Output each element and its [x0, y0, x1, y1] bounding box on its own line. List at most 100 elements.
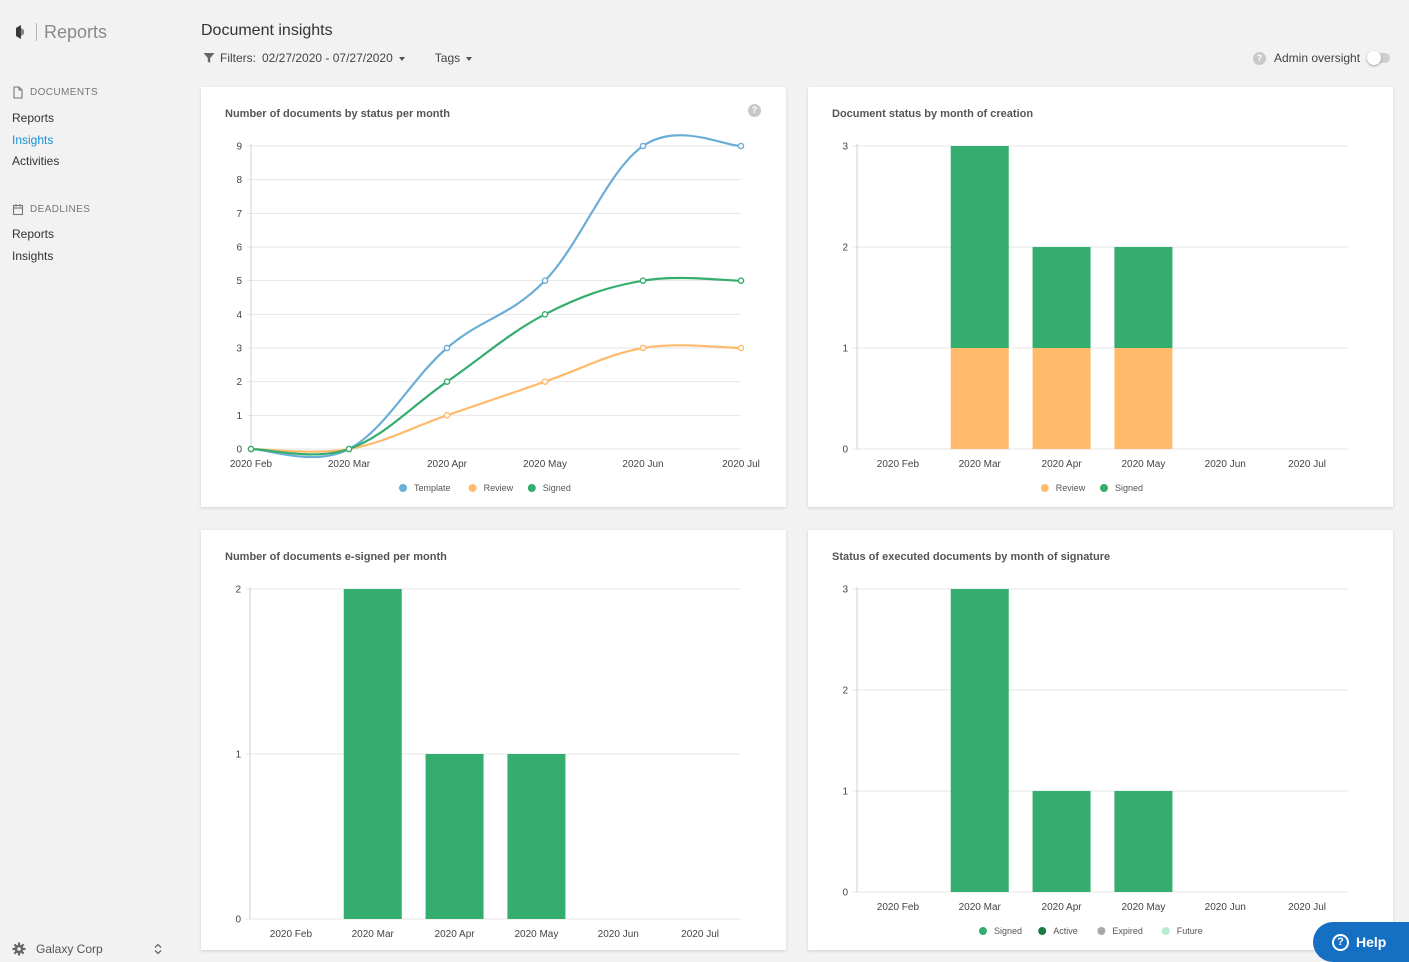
calendar-icon: [12, 204, 24, 216]
admin-oversight-label: Admin oversight: [1274, 51, 1361, 65]
question-circle-icon: ?: [1332, 933, 1349, 951]
bar-signed[interactable]: [1032, 791, 1091, 892]
data-point-signed[interactable]: [737, 277, 745, 284]
legend-label[interactable]: Future: [1177, 926, 1203, 936]
legend-label[interactable]: Active: [1053, 926, 1078, 936]
chart-svg: 0 1 2 3 4 5 6 7 8 9 2020 Feb 2020 Mar 2020 Apr 2020 M…: [230, 134, 760, 493]
legend-swatch: [1161, 927, 1170, 935]
sidebar-item-documents-reports[interactable]: Reports: [12, 111, 55, 125]
y-tick-label: 2: [236, 377, 242, 388]
legend-swatch: [399, 484, 407, 492]
bar-signed[interactable]: [1032, 247, 1091, 348]
x-tick-label: 2020 Mar: [352, 929, 395, 940]
bar-value[interactable]: [507, 754, 566, 919]
bar-review[interactable]: [1114, 348, 1173, 449]
bar-value[interactable]: [343, 589, 402, 919]
legend-swatch: [1038, 927, 1047, 935]
tags-label: Tags: [434, 51, 461, 65]
sidebar-item-deadlines-insights[interactable]: Insights: [12, 249, 54, 263]
question-icon[interactable]: ?: [1253, 51, 1266, 65]
y-tick-label: 1: [842, 787, 848, 798]
legend-label[interactable]: Review: [1056, 483, 1086, 493]
bar-signed[interactable]: [1114, 247, 1173, 348]
data-point-template[interactable]: [443, 344, 451, 352]
data-point-signed[interactable]: [639, 277, 647, 284]
data-point-template[interactable]: [541, 277, 549, 284]
tags-dropdown[interactable]: Tags: [434, 51, 473, 65]
sidebar-item-documents-activities[interactable]: Activities: [12, 154, 60, 168]
section-documents: DOCUMENTS: [12, 86, 98, 99]
bar-signed[interactable]: [950, 589, 1009, 892]
x-tick-label: 2020 Jun: [1205, 459, 1246, 470]
sidebar: Reports DOCUMENTS Reports Insights Activ…: [0, 0, 185, 962]
x-tick-label: 2020 May: [514, 929, 558, 940]
legend-swatch: [527, 484, 536, 492]
date-range-dropdown[interactable]: 02/27/2020 - 07/27/2020: [262, 51, 405, 65]
y-tick-label: 5: [236, 276, 242, 287]
y-tick-label: 0: [235, 915, 241, 926]
sidebar-item-deadlines-reports[interactable]: Reports: [12, 227, 55, 241]
y-tick-label: 0: [236, 445, 242, 456]
x-tick-label: 2020 Jun: [598, 929, 639, 940]
chart-svg: 0 1 2 2020 Feb 2020 Mar 2020 Apr 2020 May 2020 …: [235, 585, 741, 940]
y-tick-label: 8: [236, 175, 242, 186]
chart-title: Number of documents by status per month: [225, 108, 450, 120]
admin-oversight-toggle[interactable]: [1367, 51, 1391, 65]
legend-label[interactable]: Signed: [1115, 483, 1143, 493]
bar-signed[interactable]: [1114, 791, 1173, 892]
brand[interactable]: Reports: [12, 20, 107, 44]
data-point-signed[interactable]: [443, 378, 451, 385]
x-tick-label: 2020 Mar: [959, 902, 1002, 913]
legend-label[interactable]: Signed: [994, 926, 1022, 936]
bar-value[interactable]: [425, 754, 484, 919]
sidebar-item-documents-insights[interactable]: Insights: [12, 133, 54, 147]
legend-label[interactable]: Expired: [1112, 926, 1143, 936]
x-tick-label: 2020 Feb: [877, 902, 920, 913]
x-tick-label: 2020 Apr: [1042, 902, 1083, 913]
x-tick-label: 2020 May: [1121, 902, 1165, 913]
org-name: Galaxy Corp: [36, 942, 103, 956]
legend-swatch: [979, 927, 987, 935]
x-tick-label: 2020 Jul: [1288, 459, 1326, 470]
legend-label[interactable]: Review: [484, 483, 514, 493]
y-tick-label: 0: [842, 445, 848, 456]
legend-label[interactable]: Template: [414, 483, 451, 493]
question-icon[interactable]: ?: [748, 104, 761, 117]
chart-title: Status of executed documents by month of…: [832, 551, 1111, 563]
help-button[interactable]: ? Help: [1313, 922, 1409, 962]
data-point-signed[interactable]: [345, 445, 353, 453]
data-point-review[interactable]: [639, 344, 647, 352]
y-tick-label: 2: [842, 243, 848, 254]
data-point-template[interactable]: [737, 142, 745, 150]
app-logo-icon: [16, 25, 24, 39]
chart-card-status-by-creation: Document status by month of creation 0 1 2…: [808, 87, 1393, 507]
brand-title: Reports: [44, 21, 108, 42]
data-point-signed[interactable]: [247, 445, 255, 453]
bar-review[interactable]: [950, 348, 1009, 449]
y-tick-label: 1: [842, 344, 848, 355]
help-button-label: Help: [1356, 934, 1387, 950]
y-tick-label: 4: [236, 310, 242, 321]
x-tick-label: 2020 Feb: [270, 929, 313, 940]
y-tick-label: 7: [236, 209, 242, 220]
series-line-review[interactable]: [250, 344, 742, 453]
legend-label[interactable]: Signed: [543, 483, 571, 493]
bar-signed[interactable]: [950, 146, 1009, 348]
data-point-signed[interactable]: [541, 311, 549, 318]
y-tick-label: 1: [236, 411, 242, 422]
org-switcher[interactable]: Galaxy Corp: [12, 942, 162, 956]
caret-down-icon: [398, 56, 405, 61]
series-line-template[interactable]: [250, 134, 742, 459]
data-point-review[interactable]: [443, 412, 451, 419]
chart-title: Number of documents e-signed per month: [225, 551, 447, 563]
data-point-review[interactable]: [541, 378, 549, 385]
y-tick-label: 2: [842, 686, 848, 697]
data-point-review[interactable]: [737, 344, 745, 352]
y-tick-label: 2: [235, 585, 241, 596]
bar-review[interactable]: [1032, 348, 1091, 449]
series-line-signed[interactable]: [250, 276, 742, 456]
section-deadlines-label: DEADLINES: [30, 204, 91, 215]
legend-swatch: [1040, 484, 1049, 492]
data-point-template[interactable]: [639, 142, 647, 150]
filters-label: Filters:: [220, 51, 256, 65]
